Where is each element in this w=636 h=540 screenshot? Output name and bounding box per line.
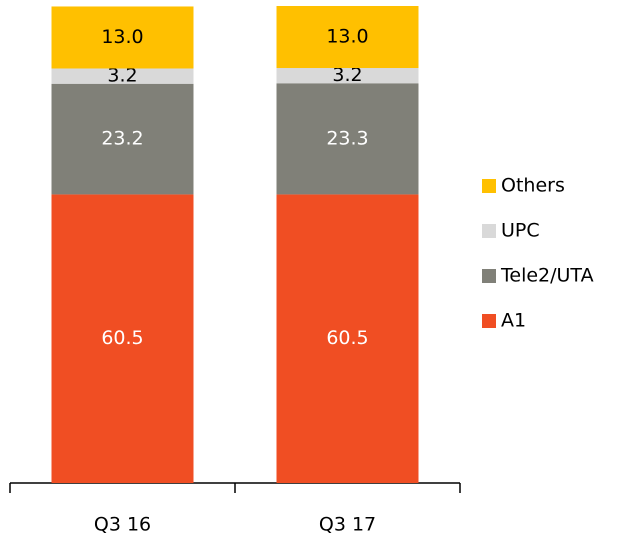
- bar-segment: [276, 83, 419, 195]
- data-label: 13.0: [326, 26, 368, 48]
- data-label: 3.2: [107, 65, 137, 87]
- legend-swatch: [482, 224, 496, 238]
- bar-segment: [51, 68, 194, 84]
- legend-label: Others: [501, 175, 565, 197]
- bar-segment: [276, 194, 419, 484]
- x-tick-label: Q3 17: [319, 514, 376, 536]
- data-label: 13.0: [101, 26, 143, 48]
- legend-label: Tele2/UTA: [500, 265, 594, 287]
- x-tick-label: Q3 16: [94, 514, 151, 536]
- legend-label: A1: [501, 310, 526, 332]
- data-label: 60.5: [101, 327, 143, 349]
- legend-swatch: [482, 269, 496, 283]
- bar-segment: [51, 6, 194, 69]
- legend-label: UPC: [501, 220, 540, 242]
- bar-segment: [51, 83, 194, 195]
- data-label: 23.2: [101, 128, 143, 150]
- x-axis: [9, 482, 461, 493]
- legend-swatch: [482, 314, 496, 328]
- data-label: 3.2: [332, 64, 362, 86]
- data-label: 23.3: [326, 127, 368, 149]
- data-label: 60.5: [326, 327, 368, 349]
- bar-segment: [276, 68, 419, 84]
- legend-swatch: [482, 179, 496, 193]
- bar-segment: [276, 6, 419, 69]
- bar-segment: [51, 194, 194, 484]
